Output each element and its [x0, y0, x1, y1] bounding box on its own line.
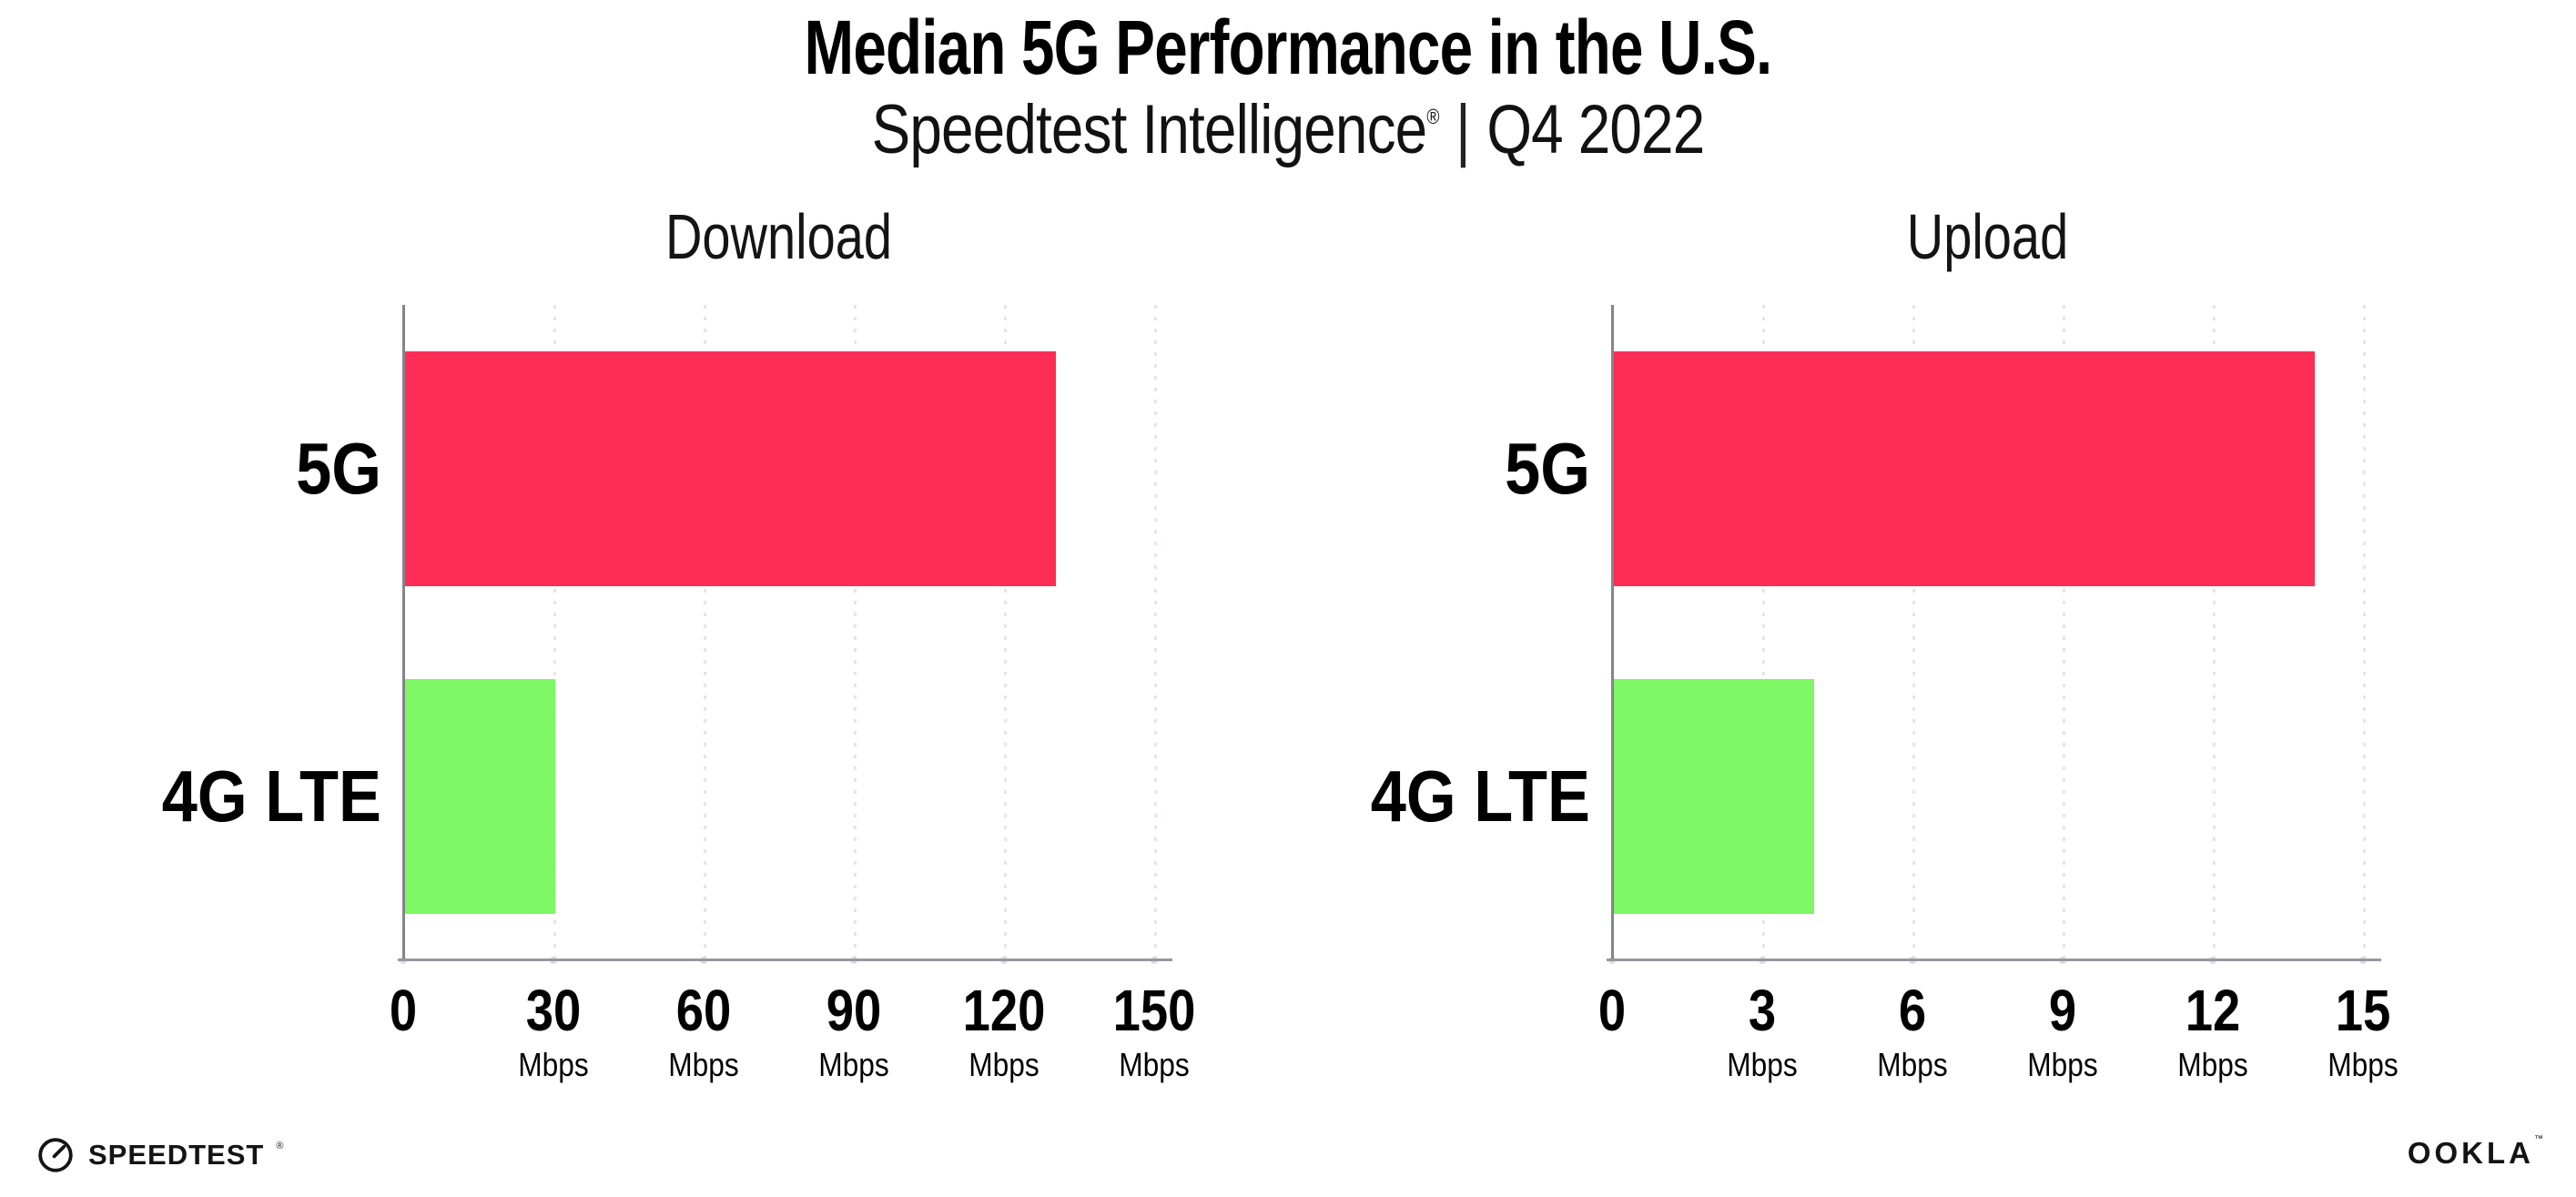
- y-axis-line: [402, 305, 405, 961]
- speedtest-trademark: ®: [276, 1141, 284, 1151]
- registered-mark: ®: [1426, 104, 1439, 128]
- x-tick-unit: Mbps: [969, 1046, 1040, 1083]
- x-tick-unit: Mbps: [2027, 1046, 2098, 1083]
- gridline-6: [1912, 305, 1915, 959]
- gridline-90: [854, 305, 857, 959]
- subtitle-period: Q4 2022: [1486, 91, 1705, 168]
- x-tick-value: 120: [962, 978, 1046, 1043]
- x-tick-unit: Mbps: [2328, 1046, 2399, 1083]
- x-tick-value: 15: [2335, 978, 2391, 1043]
- download-chart-title: Download: [664, 201, 893, 272]
- category-label-4g-lte: 4G LTE: [161, 756, 381, 837]
- gridline-30: [553, 305, 556, 959]
- gridline-60: [704, 305, 706, 959]
- x-tick-value: 60: [675, 978, 732, 1043]
- x-tick-unit: Mbps: [1877, 1046, 1948, 1083]
- x-axis-line: [398, 959, 1172, 961]
- gridline-150: [1154, 305, 1157, 959]
- subtitle-brand: Speedtest Intelligence: [871, 91, 1428, 168]
- upload-chart: Upload 0 3 Mbps 6 Mbps 9 Mbps 12 Mbps 15 Mbps 5G 4G …: [1371, 205, 2399, 1081]
- y-axis-line: [1611, 305, 1614, 961]
- bar-4g-lte-upload: [1614, 679, 1814, 914]
- ookla-trademark: ™: [2534, 1134, 2543, 1144]
- gridline-3: [1762, 305, 1765, 959]
- subtitle-separator: |: [1455, 91, 1471, 168]
- x-tick-value: 0: [1597, 978, 1627, 1043]
- bar-4g-lte-download: [405, 679, 555, 914]
- x-tick-unit: Mbps: [1727, 1046, 1798, 1083]
- x-axis-line: [1607, 959, 2381, 961]
- page-title: Median 5G Performance in the U.S.: [804, 5, 1773, 90]
- download-chart: Download 0 30 Mbps 60 Mbps 90 Mbps 120 Mbps 150 Mb…: [162, 205, 1196, 1081]
- x-tick-value: 150: [1112, 978, 1196, 1043]
- x-tick-value: 6: [1898, 978, 1927, 1043]
- upload-chart-title: Upload: [1906, 201, 2069, 272]
- x-tick-value: 3: [1748, 978, 1777, 1043]
- x-tick-value: 12: [2185, 978, 2241, 1043]
- bar-5g-upload: [1614, 351, 2315, 586]
- ookla-logo: OOKLA ™: [2407, 1134, 2543, 1170]
- speedtest-gauge-icon: [38, 1138, 73, 1172]
- gridline-15: [2363, 305, 2366, 959]
- x-tick-unit: Mbps: [818, 1046, 889, 1083]
- x-tick-value: 90: [826, 978, 882, 1043]
- gridline-9: [2063, 305, 2065, 959]
- x-tick-value: 0: [389, 978, 418, 1043]
- x-tick-value: 30: [525, 978, 582, 1043]
- bar-5g-download: [405, 351, 1056, 586]
- x-tick-unit: Mbps: [518, 1046, 589, 1083]
- gridline-12: [2213, 305, 2216, 959]
- x-tick-value: 9: [2048, 978, 2077, 1043]
- page-subtitle: Speedtest Intelligence® | Q4 2022: [206, 94, 2369, 167]
- category-label-4g-lte: 4G LTE: [1370, 756, 1590, 837]
- x-tick-unit: Mbps: [1119, 1046, 1190, 1083]
- x-tick-unit: Mbps: [668, 1046, 739, 1083]
- x-tick-unit: Mbps: [2177, 1046, 2248, 1083]
- speedtest-logo-text: SPEEDTEST: [88, 1138, 265, 1171]
- ookla-logo-text: OOKLA: [2407, 1136, 2534, 1170]
- category-label-5g: 5G: [1505, 428, 1590, 509]
- category-label-5g: 5G: [296, 428, 381, 509]
- gridline-120: [1004, 305, 1007, 959]
- speedtest-logo: SPEEDTEST ®: [35, 1131, 283, 1178]
